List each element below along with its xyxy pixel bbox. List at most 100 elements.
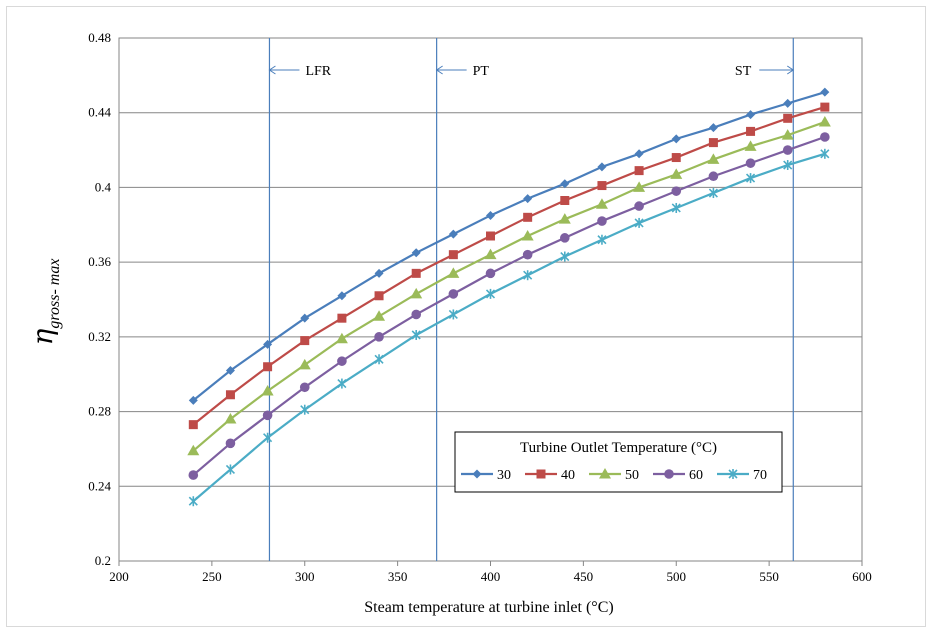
data-point <box>745 158 756 168</box>
data-point <box>225 390 235 400</box>
data-point <box>448 289 459 299</box>
data-point <box>298 358 311 370</box>
arrow-head <box>435 65 443 75</box>
data-point <box>744 140 757 151</box>
data-point <box>484 248 497 260</box>
data-point <box>633 181 646 192</box>
data-point <box>820 148 830 159</box>
data-point <box>299 382 310 393</box>
arrow-head <box>786 65 795 75</box>
data-point <box>783 98 793 108</box>
data-point <box>523 212 533 222</box>
x-tick-label: 600 <box>852 569 872 584</box>
data-point <box>671 134 681 144</box>
legend-item-60: 60 <box>653 468 703 483</box>
legend-label: 40 <box>561 468 575 483</box>
data-point <box>263 432 273 443</box>
data-point <box>783 113 793 123</box>
annotation-label-pt: PT <box>473 64 490 79</box>
legend: Turbine Outlet Temperature (°C) 30 40 50 60 7… <box>454 431 783 493</box>
data-point <box>634 201 644 211</box>
data-point <box>597 216 607 226</box>
y-tick-label: 0.32 <box>88 329 111 344</box>
data-point <box>781 129 794 140</box>
data-point <box>671 186 682 196</box>
data-point <box>337 313 347 323</box>
series-line-40 <box>192 106 826 426</box>
series-group <box>187 87 831 507</box>
data-point <box>820 87 830 97</box>
legend-label: 50 <box>625 468 639 483</box>
data-point <box>671 202 681 213</box>
data-point <box>671 153 681 163</box>
series-40 <box>188 102 830 430</box>
data-point <box>300 313 310 323</box>
data-point <box>188 395 198 405</box>
data-point <box>337 291 347 301</box>
legend-marker <box>664 469 674 479</box>
x-tick-label: 300 <box>295 569 315 584</box>
data-point <box>560 251 570 262</box>
data-point <box>224 413 237 424</box>
data-point <box>225 438 236 449</box>
data-point <box>595 198 608 209</box>
data-point <box>597 234 607 245</box>
data-point <box>782 145 793 155</box>
data-point <box>225 365 235 375</box>
legend-marker <box>728 469 738 479</box>
data-point <box>374 332 384 342</box>
annotation-label-lfr: LFR <box>305 64 331 79</box>
data-point <box>486 231 495 241</box>
tick-labels: 0.2 0.24 0.28 0.32 0.36 0.4 0.44 0.48 200 250 300 3… <box>88 30 872 584</box>
data-point <box>225 464 236 475</box>
data-point <box>523 194 533 204</box>
x-tick-label: 450 <box>574 569 594 584</box>
data-point <box>263 362 273 372</box>
data-point <box>783 160 793 171</box>
data-point <box>522 249 533 260</box>
data-point <box>521 229 534 241</box>
data-point <box>745 173 756 184</box>
data-point <box>262 410 273 421</box>
legend-title: Turbine Outlet Temperature (°C) <box>520 440 717 456</box>
x-tick-label: 200 <box>109 569 129 584</box>
data-point <box>300 404 310 415</box>
data-point <box>485 288 496 299</box>
data-point <box>337 378 347 389</box>
series-50 <box>187 116 831 456</box>
data-point <box>634 217 644 228</box>
series-line-60 <box>192 135 826 476</box>
arrow-head <box>268 65 276 75</box>
data-point <box>558 213 571 224</box>
data-point <box>263 339 273 349</box>
x-tick-label: 500 <box>667 569 687 584</box>
data-point <box>448 309 458 320</box>
data-point <box>374 268 384 278</box>
y-tick-label: 0.48 <box>88 30 111 45</box>
x-axis-title: Steam temperature at turbine inlet (°C) <box>364 599 613 616</box>
chart-frame <box>6 6 926 627</box>
data-point <box>411 268 421 278</box>
data-point <box>746 126 756 136</box>
x-tick-label: 250 <box>202 569 222 584</box>
series-60 <box>188 132 830 480</box>
data-point <box>373 310 386 321</box>
data-point <box>560 196 570 206</box>
y-tick-label: 0.2 <box>95 553 111 568</box>
data-point <box>335 332 348 344</box>
y-tick-label: 0.28 <box>88 404 111 419</box>
legend-box <box>454 431 783 493</box>
data-point <box>634 149 644 159</box>
series-line-50 <box>192 121 826 452</box>
legend-marker <box>536 469 546 479</box>
data-point <box>707 153 720 164</box>
data-point <box>708 123 718 133</box>
data-point <box>670 168 683 179</box>
y-axis-symbol: η <box>26 328 59 345</box>
data-point <box>188 470 199 480</box>
data-point <box>560 179 570 189</box>
data-point <box>560 233 570 243</box>
data-point <box>597 181 607 191</box>
x-tick-label: 550 <box>759 569 779 584</box>
